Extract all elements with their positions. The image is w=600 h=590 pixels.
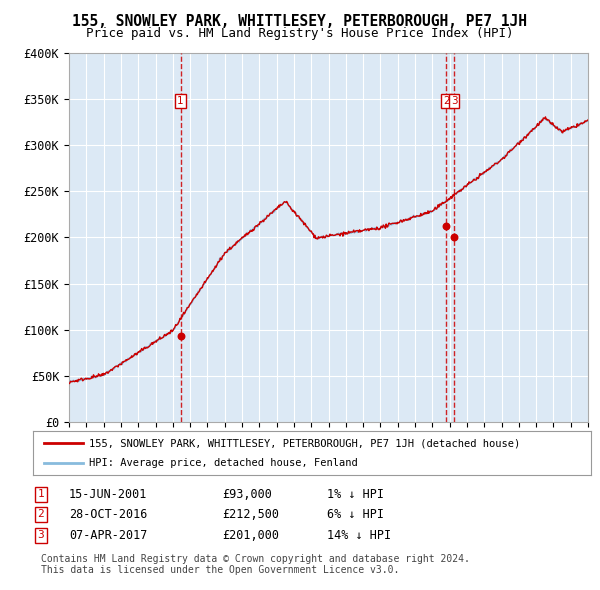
Text: 155, SNOWLEY PARK, WHITTLESEY, PETERBOROUGH, PE7 1JH (detached house): 155, SNOWLEY PARK, WHITTLESEY, PETERBORO…	[89, 438, 520, 448]
Text: HPI: Average price, detached house, Fenland: HPI: Average price, detached house, Fenl…	[89, 458, 358, 467]
Text: 155, SNOWLEY PARK, WHITTLESEY, PETERBOROUGH, PE7 1JH: 155, SNOWLEY PARK, WHITTLESEY, PETERBORO…	[73, 14, 527, 28]
Text: 07-APR-2017: 07-APR-2017	[69, 529, 148, 542]
Text: 1: 1	[37, 490, 44, 499]
Text: This data is licensed under the Open Government Licence v3.0.: This data is licensed under the Open Gov…	[41, 565, 399, 575]
Text: 3: 3	[37, 530, 44, 540]
Point	[449, 232, 459, 241]
Text: 2: 2	[443, 96, 450, 106]
Point	[442, 221, 451, 231]
Text: 1% ↓ HPI: 1% ↓ HPI	[327, 488, 384, 501]
Text: Contains HM Land Registry data © Crown copyright and database right 2024.: Contains HM Land Registry data © Crown c…	[41, 553, 470, 563]
Text: 2: 2	[37, 510, 44, 519]
Text: £201,000: £201,000	[222, 529, 279, 542]
Text: £93,000: £93,000	[222, 488, 272, 501]
Text: 14% ↓ HPI: 14% ↓ HPI	[327, 529, 391, 542]
Point	[176, 332, 185, 341]
Text: Price paid vs. HM Land Registry's House Price Index (HPI): Price paid vs. HM Land Registry's House …	[86, 27, 514, 40]
Text: 15-JUN-2001: 15-JUN-2001	[69, 488, 148, 501]
Text: 6% ↓ HPI: 6% ↓ HPI	[327, 508, 384, 521]
Text: £212,500: £212,500	[222, 508, 279, 521]
Text: 28-OCT-2016: 28-OCT-2016	[69, 508, 148, 521]
Text: 1: 1	[177, 96, 184, 106]
Text: 3: 3	[451, 96, 458, 106]
